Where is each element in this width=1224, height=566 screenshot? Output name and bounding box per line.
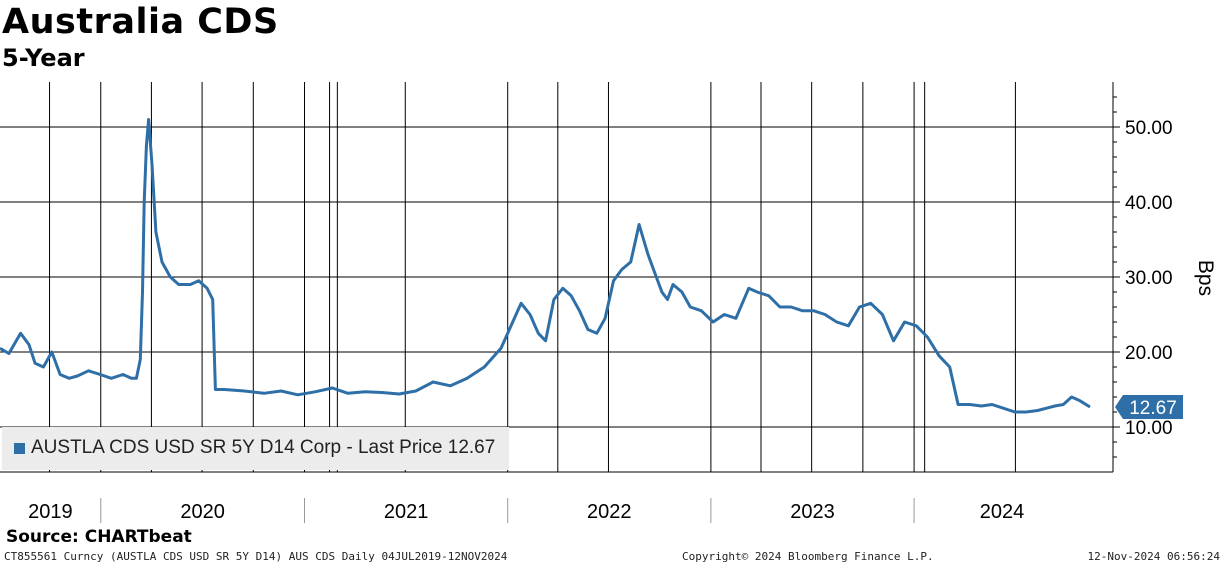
series-line <box>0 118 1091 414</box>
y-axis-label: Bps <box>1194 260 1217 296</box>
y-tick-label: 30.00 <box>1125 268 1173 289</box>
legend: AUSTLA CDS USD SR 5Y D14 Corp - Last Pri… <box>2 427 509 470</box>
legend-swatch-icon <box>14 443 25 454</box>
footer-copyright: Copyright© 2024 Bloomberg Finance L.P. <box>682 550 934 563</box>
chart-title: Australia CDS <box>2 2 279 42</box>
last-price-marker <box>1115 394 1183 419</box>
y-axis: 10.00 20.00 30.00 40.00 50.00 Bps <box>1112 82 1217 472</box>
footer-timestamp: 12-Nov-2024 06:56:24 <box>1087 550 1220 563</box>
series-layer <box>0 118 1091 414</box>
year-label: 2019 <box>28 501 73 523</box>
gridlines <box>0 82 1113 473</box>
year-separators: 2019 2020 2021 2022 2023 2024 <box>28 498 1024 523</box>
year-label: 2021 <box>384 501 429 523</box>
y-tick-label: 40.00 <box>1125 193 1173 214</box>
footer-ticker: CT855561 Curncy (AUSTLA CDS USD SR 5Y D1… <box>4 550 508 563</box>
y-tick-label: 50.00 <box>1125 118 1173 139</box>
year-label: 2022 <box>587 501 632 523</box>
legend-value: 12.67 <box>447 437 496 458</box>
y-tick-label: 10.00 <box>1125 418 1173 439</box>
year-label: 2024 <box>980 501 1025 523</box>
legend-label: AUSTLA CDS USD SR 5Y D14 Corp - Last Pri… <box>31 437 443 458</box>
source-note: Source: CHARTbeat <box>6 527 192 547</box>
last-price-tag: 12.67 <box>1115 394 1183 419</box>
year-label: 2023 <box>790 501 835 523</box>
chart-subtitle: 5-Year <box>2 44 85 72</box>
last-price-label: 12.67 <box>1129 398 1177 419</box>
year-label: 2020 <box>180 501 225 523</box>
y-tick-label: 20.00 <box>1125 343 1173 364</box>
